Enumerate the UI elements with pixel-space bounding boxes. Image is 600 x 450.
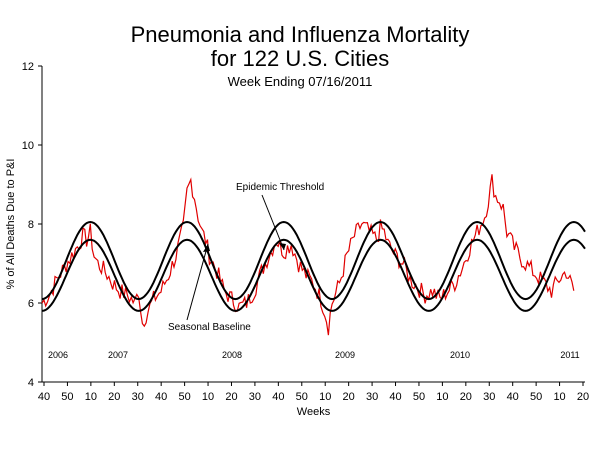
epidemic-threshold-arrow: [261, 194, 285, 251]
x-tick-label: 50: [61, 391, 73, 403]
x-tick-label: 30: [132, 391, 144, 403]
y-tick-label: 6: [28, 298, 34, 310]
x-tick-label: 50: [296, 391, 308, 403]
epidemic-threshold-label: Epidemic Threshold: [236, 182, 324, 193]
year-label: 2006: [48, 350, 68, 360]
x-tick-label: 40: [155, 391, 167, 403]
x-tick-label: 10: [553, 391, 565, 403]
epidemic-threshold-arrowhead: [279, 243, 286, 250]
x-tick-label: 20: [577, 391, 589, 403]
year-label: 2008: [222, 350, 242, 360]
x-tick-label: 20: [108, 391, 120, 403]
series-layer: [41, 174, 586, 336]
x-tick-label: 20: [460, 391, 472, 403]
x-tick-label: 10: [202, 391, 214, 403]
x-tick-label: 50: [530, 391, 542, 403]
chart-subtitle: Week Ending 07/16/2011: [227, 74, 373, 89]
x-tick-label: 20: [225, 391, 237, 403]
x-tick-label: 10: [85, 391, 97, 403]
x-tick-label: 40: [507, 391, 519, 403]
x-tick-label: 50: [178, 391, 190, 403]
x-tick-label: 50: [413, 391, 425, 403]
y-tick-label: 4: [28, 377, 34, 389]
year-label: 2009: [335, 350, 355, 360]
year-label: 2010: [450, 350, 470, 360]
x-tick-label: 10: [319, 391, 331, 403]
observed-series-line: [41, 174, 575, 336]
x-tick-label: 10: [436, 391, 448, 403]
x-tick-label: 30: [366, 391, 378, 403]
chart-title-line2: for 122 U.S. Cities: [210, 46, 390, 71]
x-axis-title: Weeks: [297, 406, 331, 418]
y-axis-title: % of All Deaths Due to P&I: [5, 159, 17, 290]
x-tick-label: 40: [389, 391, 401, 403]
y-tick-label: 8: [28, 219, 34, 231]
threshold-series-line: [41, 220, 586, 301]
baseline-series-line: [41, 238, 586, 312]
x-tick-label: 30: [249, 391, 261, 403]
seasonal-baseline-arrowhead: [203, 244, 210, 252]
y-tick-label: 10: [22, 140, 34, 152]
axes: [38, 65, 585, 386]
x-tick-label: 30: [483, 391, 495, 403]
x-tick-label: 40: [272, 391, 284, 403]
chart-title: Pneumonia and Influenza Mortality: [130, 22, 470, 47]
year-label: 2011: [560, 350, 579, 360]
seasonal-baseline-arrow: [186, 243, 209, 321]
seasonal-baseline-label: Seasonal Baseline: [168, 322, 251, 333]
y-tick-label: 12: [22, 61, 34, 73]
labels-layer: 4 6 8 10 12 40 50 10 20 30 40 50 10 20 30 40 50 10 20 30 40 5…: [5, 61, 589, 418]
x-tick-label: 20: [343, 391, 355, 403]
x-tick-label: 40: [38, 391, 50, 403]
year-label: 2007: [108, 350, 128, 360]
